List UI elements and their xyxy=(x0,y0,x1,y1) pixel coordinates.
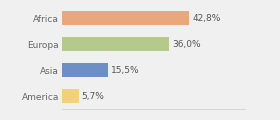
Bar xyxy=(62,11,189,25)
Text: 42,8%: 42,8% xyxy=(192,14,221,23)
Text: 36,0%: 36,0% xyxy=(172,40,200,49)
Text: 15,5%: 15,5% xyxy=(111,66,139,75)
Bar xyxy=(62,89,79,103)
Bar xyxy=(62,63,108,77)
Text: 5,7%: 5,7% xyxy=(81,92,104,101)
Bar xyxy=(62,37,169,51)
